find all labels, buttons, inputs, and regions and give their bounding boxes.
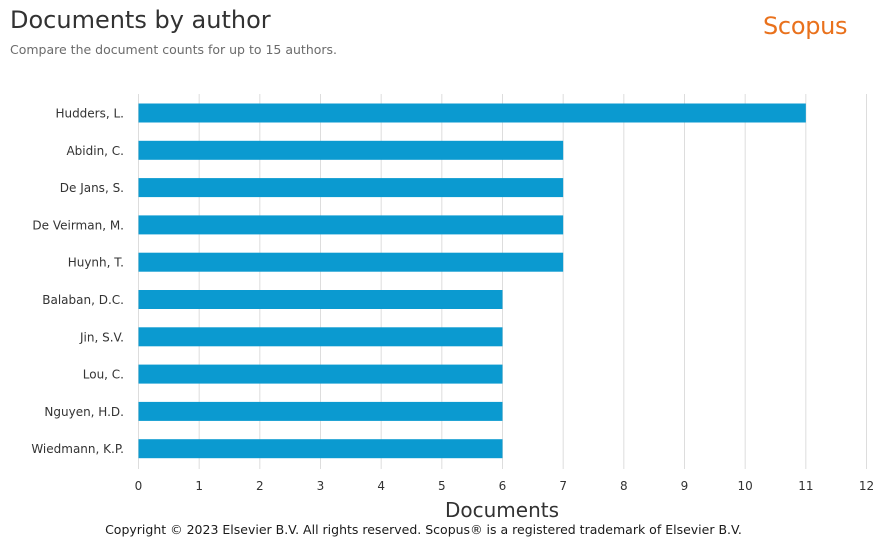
y-category-label: Huynh, T.	[68, 256, 124, 270]
bar	[138, 290, 503, 309]
y-category-label: Balaban, D.C.	[42, 293, 124, 307]
y-category-label: Nguyen, H.D.	[44, 405, 124, 419]
bar	[138, 439, 503, 459]
y-category-label: Abidin, C.	[66, 144, 124, 158]
x-tick-label: 7	[559, 479, 567, 493]
x-tick-label: 8	[620, 479, 628, 493]
bar	[138, 215, 564, 235]
x-axis-title: Documents	[445, 498, 559, 522]
y-category-label: Jin, S.V.	[79, 330, 124, 344]
x-tick-label: 1	[195, 479, 203, 493]
y-category-label: Hudders, L.	[55, 107, 124, 121]
x-tick-label: 4	[377, 479, 385, 493]
chart-title: Documents by author	[10, 6, 271, 34]
bar	[138, 252, 564, 272]
x-tick-label: 6	[499, 479, 507, 493]
bar	[138, 364, 503, 384]
x-tick-label: 12	[859, 479, 874, 493]
x-tick-label: 10	[738, 479, 753, 493]
bar	[138, 327, 503, 347]
y-category-label: Wiedmann, K.P.	[31, 442, 124, 456]
x-tick-label: 0	[135, 479, 143, 493]
copyright-notice: Copyright © 2023 Elsevier B.V. All right…	[105, 522, 742, 537]
x-tick-label: 9	[681, 479, 689, 493]
bar	[138, 103, 806, 123]
y-category-label: De Veirman, M.	[32, 218, 124, 232]
y-category-label: De Jans, S.	[60, 181, 124, 195]
y-category-label: Lou, C.	[83, 368, 124, 382]
x-tick-label: 5	[438, 479, 446, 493]
chart-subtitle: Compare the document counts for up to 15…	[10, 42, 338, 57]
x-tick-label: 2	[256, 479, 264, 493]
bar	[138, 178, 564, 198]
x-tick-label: 3	[317, 479, 325, 493]
bar	[138, 140, 564, 160]
x-tick-label: 11	[798, 479, 813, 493]
bar	[138, 401, 503, 421]
scopus-logo[interactable]: Scopus	[763, 12, 848, 40]
